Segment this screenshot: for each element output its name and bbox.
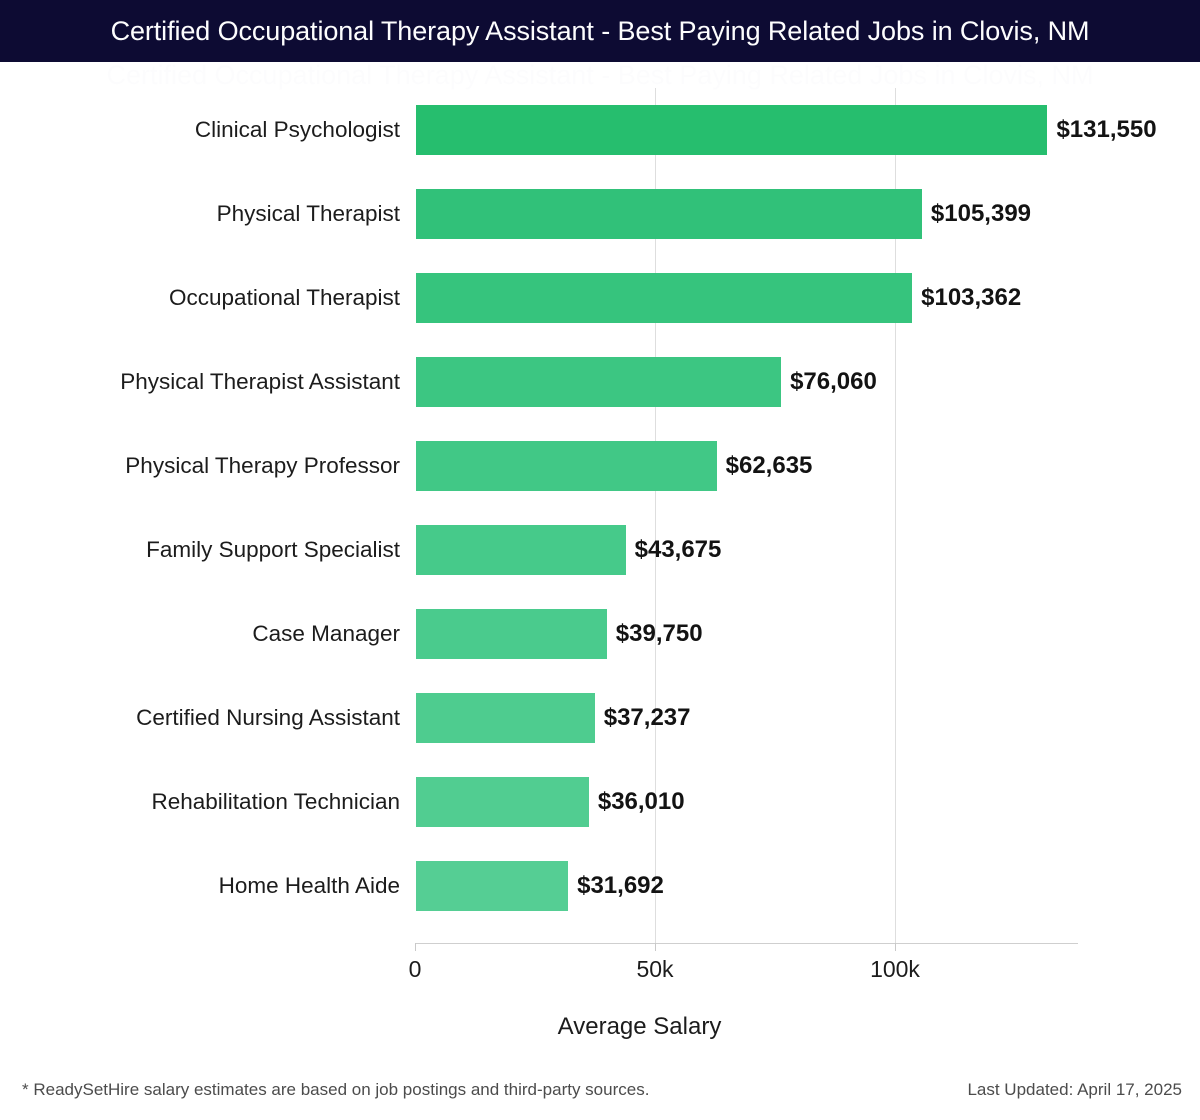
x-axis-title-text: Average Salary bbox=[557, 1013, 722, 1040]
y-axis-category-label: Case Manager bbox=[252, 621, 400, 646]
bar[interactable] bbox=[416, 861, 569, 911]
bar-row: Physical Therapist Assistant $76,060 bbox=[0, 340, 1200, 424]
chart-footer: * ReadySetHire salary estimates are base… bbox=[0, 1072, 1200, 1120]
footer-last-updated: Last Updated: April 17, 2025 bbox=[967, 1080, 1182, 1099]
plot-area: Clinical Psychologist $131,550 Physical Th… bbox=[0, 88, 1200, 1040]
bar[interactable] bbox=[416, 441, 717, 491]
bar-value-label: $37,237 bbox=[603, 704, 691, 731]
bar-row: Physical Therapist $105,399 bbox=[0, 172, 1200, 256]
bar[interactable] bbox=[416, 777, 589, 827]
bar-value-label: $131,550 bbox=[1056, 116, 1157, 143]
bar[interactable] bbox=[416, 189, 922, 239]
y-axis-category-label: Certified Nursing Assistant bbox=[136, 705, 400, 730]
y-axis-category-label: Rehabilitation Technician bbox=[151, 789, 401, 814]
bar-value-label: $62,635 bbox=[725, 452, 813, 479]
bar-row: Physical Therapy Professor $62,635 bbox=[0, 424, 1200, 508]
bar[interactable] bbox=[416, 693, 595, 743]
bar-row: Clinical Psychologist $131,550 bbox=[0, 88, 1200, 172]
bar-row: Family Support Specialist $43,675 bbox=[0, 508, 1200, 592]
gridline bbox=[655, 88, 656, 943]
page-title: Certified Occupational Therapy Assistant… bbox=[110, 15, 1090, 46]
bar-value-label: $43,675 bbox=[634, 536, 722, 563]
x-axis-line bbox=[415, 943, 1078, 944]
x-axis-tick-label: 100k bbox=[870, 956, 920, 982]
bar-value-label: $31,692 bbox=[577, 872, 664, 899]
x-axis-title: Average Salary bbox=[0, 1013, 1200, 1041]
y-axis-category-label: Family Support Specialist bbox=[146, 537, 400, 562]
y-axis-category-label: Clinical Psychologist bbox=[194, 117, 400, 142]
bar-row: Rehabilitation Technician $36,010 bbox=[0, 760, 1200, 844]
gridline bbox=[895, 88, 896, 943]
x-axis-tick-label: 50k bbox=[636, 956, 674, 982]
bar-value-label: $103,362 bbox=[921, 284, 1022, 311]
bar-value-label: $105,399 bbox=[930, 200, 1032, 227]
bar-value-label: $36,010 bbox=[597, 788, 685, 815]
bar[interactable] bbox=[416, 609, 607, 659]
bar[interactable] bbox=[416, 105, 1048, 155]
bar-row: Case Manager $39,750 bbox=[0, 592, 1200, 676]
bar-row: Certified Nursing Assistant $37,237 bbox=[0, 676, 1200, 760]
bar-row: Home Health Aide $31,692 bbox=[0, 844, 1200, 928]
bar-row: Occupational Therapist $103,362 bbox=[0, 256, 1200, 340]
y-axis-category-label: Occupational Therapist bbox=[169, 285, 400, 310]
header-title-ghost: Certified Occupational Therapy Assistant… bbox=[106, 59, 1094, 90]
bar[interactable] bbox=[416, 357, 782, 407]
x-axis-tick bbox=[895, 943, 896, 951]
y-axis-category-label: Physical Therapist Assistant bbox=[120, 369, 400, 394]
footer-disclaimer: * ReadySetHire salary estimates are base… bbox=[22, 1080, 650, 1099]
y-axis-category-label: Home Health Aide bbox=[218, 873, 400, 898]
bar-value-label: $39,750 bbox=[615, 620, 703, 647]
bar[interactable] bbox=[416, 525, 626, 575]
x-axis-tick bbox=[655, 943, 656, 951]
bar[interactable] bbox=[416, 273, 913, 323]
y-axis-category-label: Physical Therapy Professor bbox=[125, 453, 400, 478]
bar-value-label: $76,060 bbox=[790, 368, 877, 395]
x-axis-tick-label: 0 bbox=[408, 956, 422, 982]
chart-header: Certified Occupational Therapy Assistant… bbox=[0, 0, 1200, 62]
x-axis-tick bbox=[415, 943, 416, 951]
y-axis-category-label: Physical Therapist bbox=[216, 201, 400, 226]
